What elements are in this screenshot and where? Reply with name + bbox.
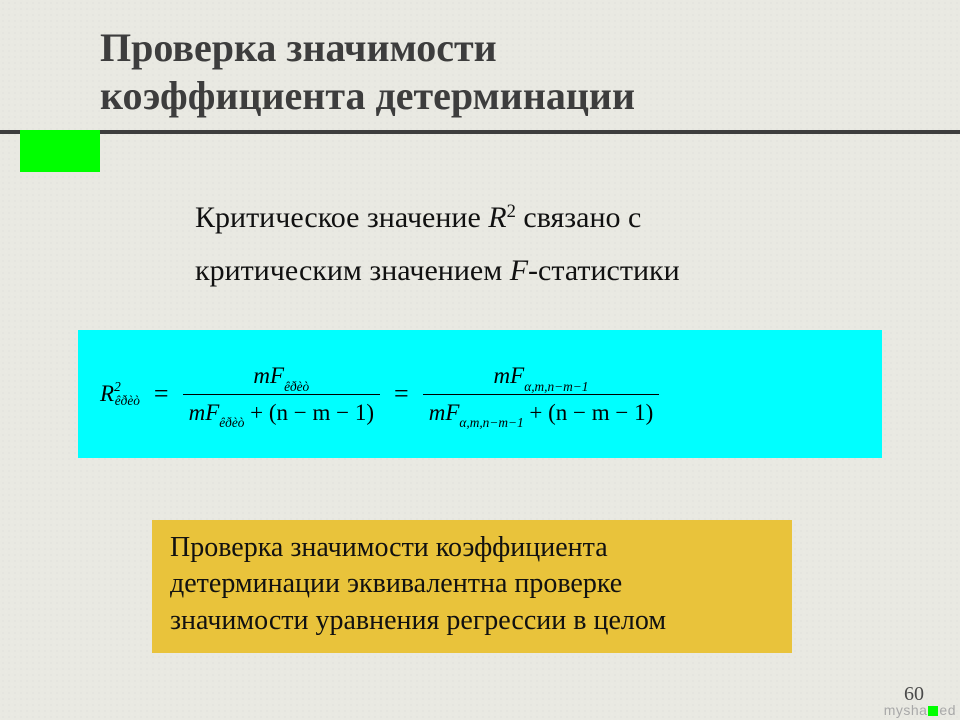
horizontal-rule — [0, 130, 960, 134]
intro-pre: Критическое значение — [195, 201, 488, 234]
frac1-den-a: mF — [189, 400, 220, 425]
intro-exp: 2 — [507, 201, 516, 222]
slide: Проверка значимости коэффициента детерми… — [0, 0, 960, 720]
frac2-num: mFα,m,n−m−1 — [488, 360, 595, 391]
lhs-sub: êðèò — [115, 393, 140, 409]
frac1-num-a: mF — [253, 363, 284, 388]
formula-box: R2êðèò = mFêðèò mFêðèò + (n − m − 1) = m… — [78, 330, 882, 458]
frac2-num-sub: α,m,n−m−1 — [524, 379, 588, 394]
frac1-bar — [183, 394, 380, 395]
note-line-1: Проверка значимости коэффициента — [170, 530, 774, 566]
note-line-3: значимости уравнения регрессии в целом — [170, 603, 774, 639]
frac2-den: mFα,m,n−m−1 + (n − m − 1) — [423, 397, 660, 428]
frac1-num-sub: êðèò — [284, 379, 309, 394]
frac1-den: mFêðèò + (n − m − 1) — [183, 397, 380, 428]
note-line-2: детерминации эквивалентна проверке — [170, 566, 774, 602]
lhs-var: R — [100, 381, 114, 407]
frac1-den-b: + (n − m − 1) — [244, 400, 374, 425]
intro-var-f: F — [510, 254, 528, 287]
formula-lhs: R2êðèò — [100, 381, 140, 407]
frac2-num-a: mF — [494, 363, 525, 388]
intro-var-r: R — [488, 201, 506, 234]
slide-title: Проверка значимости коэффициента детерми… — [100, 24, 880, 120]
watermark-pre: mysha — [884, 702, 928, 718]
frac2-den-a-sub: α,m,n−m−1 — [459, 415, 523, 430]
eq-1: = — [154, 379, 169, 409]
accent-block — [20, 130, 100, 172]
frac1-num: mFêðèò — [247, 360, 315, 391]
formula: R2êðèò = mFêðèò mFêðèò + (n − m − 1) = m… — [100, 360, 659, 427]
title-line-2: коэффициента детерминации — [100, 72, 880, 120]
intro-text: Критическое значение R2 связано с критич… — [195, 192, 815, 297]
fraction-2: mFα,m,n−m−1 mFα,m,n−m−1 + (n − m − 1) — [423, 360, 660, 427]
watermark: myshaed — [884, 702, 956, 718]
watermark-post: ed — [939, 702, 956, 718]
frac2-den-a: mF — [429, 400, 460, 425]
title-line-1: Проверка значимости — [100, 24, 880, 72]
frac2-den-b: + (n − m − 1) — [524, 400, 654, 425]
note-box: Проверка значимости коэффициента детерми… — [152, 520, 792, 653]
fraction-1: mFêðèò mFêðèò + (n − m − 1) — [183, 360, 380, 427]
eq-2: = — [394, 379, 409, 409]
intro-post: -статистики — [528, 254, 680, 287]
watermark-accent-icon — [928, 706, 938, 716]
frac1-den-a-sub: êðèò — [219, 415, 244, 430]
lhs-sup: 2 — [114, 379, 121, 395]
